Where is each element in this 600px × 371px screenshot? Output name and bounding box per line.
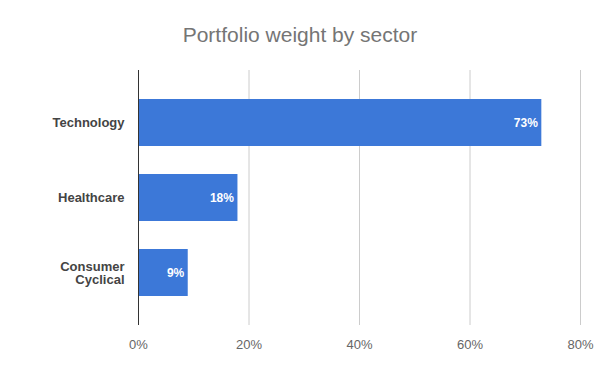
svg-text:20%: 20% xyxy=(236,337,262,352)
svg-text:18%: 18% xyxy=(210,191,234,205)
svg-text:0%: 0% xyxy=(129,337,148,352)
svg-text:80%: 80% xyxy=(567,337,593,352)
svg-text:9%: 9% xyxy=(167,266,185,280)
svg-text:Healthcare: Healthcare xyxy=(58,190,124,205)
html-text:Portfolio weight by sector: Portfolio weight by sector xyxy=(182,23,418,46)
svg-text:ConsumerCyclical: ConsumerCyclical xyxy=(60,259,124,287)
svg-text:40%: 40% xyxy=(346,337,372,352)
svg-text:73%: 73% xyxy=(514,116,538,130)
svg-text:Technology: Technology xyxy=(53,115,126,130)
svg-text:60%: 60% xyxy=(457,337,483,352)
